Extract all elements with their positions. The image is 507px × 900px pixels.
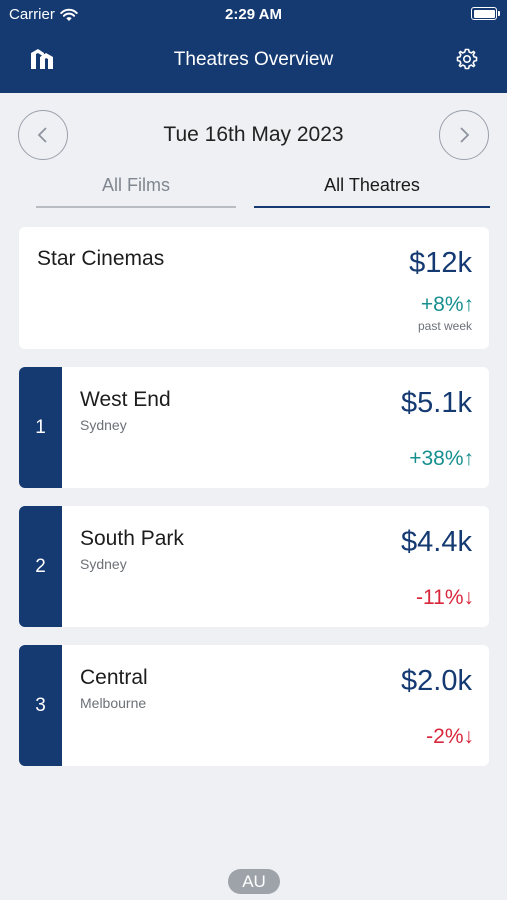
- theatre-rank: 2: [19, 506, 62, 627]
- chevron-left-icon: [37, 127, 47, 143]
- gear-icon[interactable]: [455, 47, 479, 71]
- theatre-card[interactable]: 2 South Park Sydney $4.4k -11%↓: [19, 506, 489, 627]
- arrow-up-icon: ↑: [463, 293, 475, 316]
- theatre-amount: $2.0k: [401, 665, 472, 697]
- navigation-bar: Theatres Overview: [0, 28, 507, 93]
- app-header: Carrier 2:29 AM Theatres Overview: [0, 0, 507, 93]
- page-title: Theatres Overview: [173, 49, 334, 70]
- summary-change: +8%↑: [421, 293, 474, 317]
- theatre-change: +38%↑: [409, 447, 474, 471]
- carrier-label: Carrier: [9, 6, 55, 23]
- theatre-change: -11%↓: [416, 586, 474, 610]
- theatre-card[interactable]: 1 West End Sydney $5.1k +38%↑: [19, 367, 489, 488]
- wifi-icon: [60, 8, 78, 21]
- theatre-change-value: -2%: [426, 725, 464, 748]
- theatre-amount: $5.1k: [401, 387, 472, 419]
- theatre-city: Sydney: [80, 556, 127, 572]
- summary-amount: $12k: [409, 247, 472, 279]
- arrow-up-icon: ↑: [463, 447, 475, 470]
- theatre-city: Melbourne: [80, 695, 147, 711]
- theatre-name: South Park: [80, 527, 184, 550]
- battery-icon: [471, 7, 500, 20]
- region-badge[interactable]: AU: [228, 869, 280, 894]
- summary-change-value: +8%: [420, 293, 464, 316]
- tab-all-films[interactable]: All Films: [36, 170, 236, 208]
- chevron-right-icon: [460, 127, 470, 143]
- arrow-down-icon: ↓: [463, 725, 475, 748]
- view-tabs: All Films All Theatres: [0, 170, 507, 210]
- tab-all-theatres[interactable]: All Theatres: [254, 170, 490, 208]
- theatre-rank: 1: [19, 367, 62, 488]
- theatre-change-value: +38%: [409, 447, 464, 470]
- status-bar: Carrier 2:29 AM: [0, 0, 507, 28]
- theatre-change: -2%↓: [426, 725, 474, 749]
- theatre-name: Central: [80, 666, 148, 689]
- previous-day-button[interactable]: [18, 110, 68, 160]
- theatre-city: Sydney: [80, 417, 127, 433]
- status-time: 2:29 AM: [225, 6, 282, 23]
- summary-card[interactable]: Star Cinemas $12k +8%↑ past week: [19, 227, 489, 349]
- theatre-name: West End: [80, 388, 171, 411]
- arrow-down-icon: ↓: [463, 586, 475, 609]
- date-selector: Tue 16th May 2023: [0, 110, 507, 160]
- theatre-rank: 3: [19, 645, 62, 766]
- theatre-card[interactable]: 3 Central Melbourne $2.0k -2%↓: [19, 645, 489, 766]
- current-date: Tue 16th May 2023: [163, 123, 344, 146]
- theatre-amount: $4.4k: [401, 526, 472, 558]
- carrier-info: Carrier: [9, 6, 78, 23]
- next-day-button[interactable]: [439, 110, 489, 160]
- chain-name: Star Cinemas: [37, 247, 165, 270]
- period-label: past week: [417, 319, 472, 333]
- logo-icon[interactable]: [29, 47, 55, 71]
- theatre-change-value: -11%: [416, 586, 464, 609]
